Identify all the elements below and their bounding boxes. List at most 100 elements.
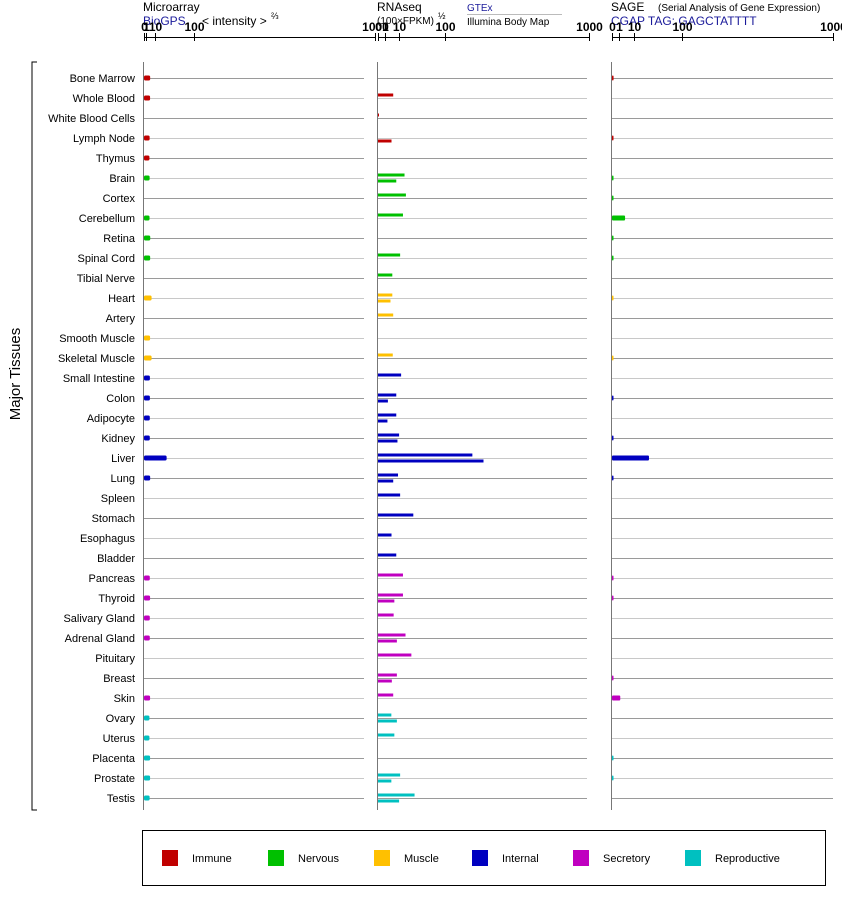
tissue-label: Spleen bbox=[101, 493, 135, 505]
rnaseq-illumina-bar bbox=[378, 179, 397, 183]
sage-tick-label: 1000 bbox=[820, 20, 842, 34]
microarray-bar bbox=[144, 215, 150, 221]
sage-bar bbox=[612, 235, 614, 241]
microarray-tick-label: 1 bbox=[143, 20, 150, 34]
tissue-label: Placenta bbox=[92, 753, 136, 765]
rnaseq-tick-label: 100 bbox=[435, 20, 455, 34]
microarray-bar bbox=[144, 455, 167, 461]
tissue-label: Cortex bbox=[103, 193, 136, 205]
rnaseq-gtex-bar bbox=[378, 493, 401, 497]
tissue-bars-testis bbox=[144, 793, 415, 803]
microarray-bar bbox=[144, 395, 150, 401]
tissue-bars-artery bbox=[378, 313, 394, 317]
legend-item-internal: Internal bbox=[472, 850, 539, 866]
tissue-label: Bladder bbox=[97, 553, 135, 565]
tissue-label: Stomach bbox=[92, 513, 135, 525]
tissue-label: Liver bbox=[111, 453, 135, 465]
legend-label: Immune bbox=[192, 853, 232, 865]
sage-bar bbox=[612, 755, 614, 761]
tissue-label: Ovary bbox=[106, 713, 136, 725]
microarray-tick-label: 1000 bbox=[362, 20, 389, 34]
rnaseq-tick-label: 1000 bbox=[576, 20, 603, 34]
tissue-label: Spinal Cord bbox=[78, 253, 135, 265]
rnaseq-illumina-bar bbox=[378, 639, 397, 643]
sage-bar bbox=[612, 435, 614, 441]
sage-bar bbox=[612, 195, 614, 201]
sage-tick-label: 100 bbox=[672, 20, 692, 34]
tissue-bars-cerebellum bbox=[144, 213, 626, 221]
rnaseq-gtex-bar bbox=[378, 393, 397, 397]
microarray-source: BioGPS bbox=[143, 14, 186, 28]
tissue-label: Skin bbox=[114, 693, 135, 705]
rnaseq-gtex-bar bbox=[378, 273, 393, 277]
microarray-bar bbox=[144, 255, 151, 261]
sage-tick-label: 1 bbox=[616, 20, 623, 34]
rnaseq-gtex-bar bbox=[378, 513, 414, 517]
tissue-label: Adipocyte bbox=[87, 413, 135, 425]
legend-label: Muscle bbox=[404, 853, 439, 865]
tissue-label: Lung bbox=[111, 473, 135, 485]
expression-bars bbox=[144, 75, 649, 803]
tissue-label: Colon bbox=[106, 393, 135, 405]
tissue-bars-whole-blood bbox=[144, 93, 394, 101]
microarray-bar bbox=[144, 795, 150, 801]
rnaseq-gtex-bar bbox=[378, 433, 400, 437]
panel-axes: 011010010000110100100001101001000 bbox=[141, 20, 842, 810]
legend-label: Nervous bbox=[298, 853, 339, 865]
microarray-bar bbox=[144, 695, 151, 701]
sage-tag: CGAP TAG: GAGCTATTTT bbox=[611, 14, 757, 28]
rnaseq-gtex-bar bbox=[378, 713, 392, 717]
tissue-label: Thymus bbox=[96, 153, 136, 165]
sage-bar bbox=[612, 775, 614, 781]
rnaseq-source-illumina: Illumina Body Map bbox=[467, 17, 550, 28]
rnaseq-illumina-bar bbox=[378, 399, 388, 403]
tissue-bars-prostate bbox=[144, 773, 614, 783]
tissue-label: Brain bbox=[109, 173, 135, 185]
rnaseq-gtex-bar bbox=[378, 673, 397, 677]
tissue-label: Esophagus bbox=[80, 533, 136, 545]
sage-bar bbox=[612, 475, 614, 481]
rnaseq-gtex-bar bbox=[378, 553, 397, 557]
tissue-label: Retina bbox=[103, 233, 136, 245]
microarray-tick-label: 100 bbox=[184, 20, 204, 34]
microarray-bar bbox=[144, 235, 151, 241]
legend-swatch bbox=[685, 850, 701, 866]
tissue-label: Bone Marrow bbox=[70, 73, 135, 85]
tissue-label: Tibial Nerve bbox=[77, 273, 135, 285]
sage-bar bbox=[612, 395, 614, 401]
tissue-bars-liver bbox=[144, 453, 649, 463]
microarray-bar bbox=[144, 755, 151, 761]
tissue-label: Whole Blood bbox=[73, 93, 135, 105]
rnaseq-title: RNAseq bbox=[377, 0, 422, 14]
rnaseq-gtex-bar bbox=[378, 693, 394, 697]
tissue-bars-ovary bbox=[144, 713, 397, 723]
microarray-bar bbox=[144, 95, 151, 101]
tissue-bars-smooth-muscle bbox=[144, 335, 151, 341]
microarray-scale: < intensity > bbox=[202, 14, 267, 28]
tissue-bars-kidney bbox=[144, 433, 614, 443]
microarray-bar bbox=[144, 775, 151, 781]
rnaseq-illumina-bar bbox=[378, 439, 398, 443]
rnaseq-gtex-bar bbox=[378, 573, 403, 577]
tissue-label: Skeletal Muscle bbox=[58, 353, 135, 365]
rnaseq-gtex-bar bbox=[378, 453, 473, 457]
tissue-label: Pancreas bbox=[89, 573, 136, 585]
tissue-bars-adipocyte bbox=[144, 413, 397, 423]
tissue-label: Prostate bbox=[94, 773, 135, 785]
legend: Immune Nervous Muscle Internal Secretory Repr… bbox=[162, 850, 780, 866]
tissue-bars-cortex bbox=[378, 193, 614, 201]
microarray-bar bbox=[144, 635, 150, 641]
sage-tick-label: 10 bbox=[628, 20, 642, 34]
sage-header: SAGE (Serial Analysis of Gene Expression… bbox=[611, 0, 820, 28]
y-axis-label: Major Tissues bbox=[7, 328, 24, 421]
rnaseq-gtex-bar bbox=[378, 413, 397, 417]
rnaseq-gtex-bar bbox=[378, 93, 394, 97]
tissue-bars-salivary-gland bbox=[144, 613, 394, 621]
tissue-bars-thymus bbox=[144, 155, 150, 161]
sage-axis: 01 10 100 1000 bbox=[609, 20, 842, 810]
microarray-bar bbox=[144, 75, 151, 81]
tissue-bars-uterus bbox=[144, 733, 395, 741]
tissue-bars-heart bbox=[144, 293, 614, 303]
rnaseq-header: RNAseq (100×FPKM) ½ GTEx Illumina Body M… bbox=[377, 0, 562, 28]
